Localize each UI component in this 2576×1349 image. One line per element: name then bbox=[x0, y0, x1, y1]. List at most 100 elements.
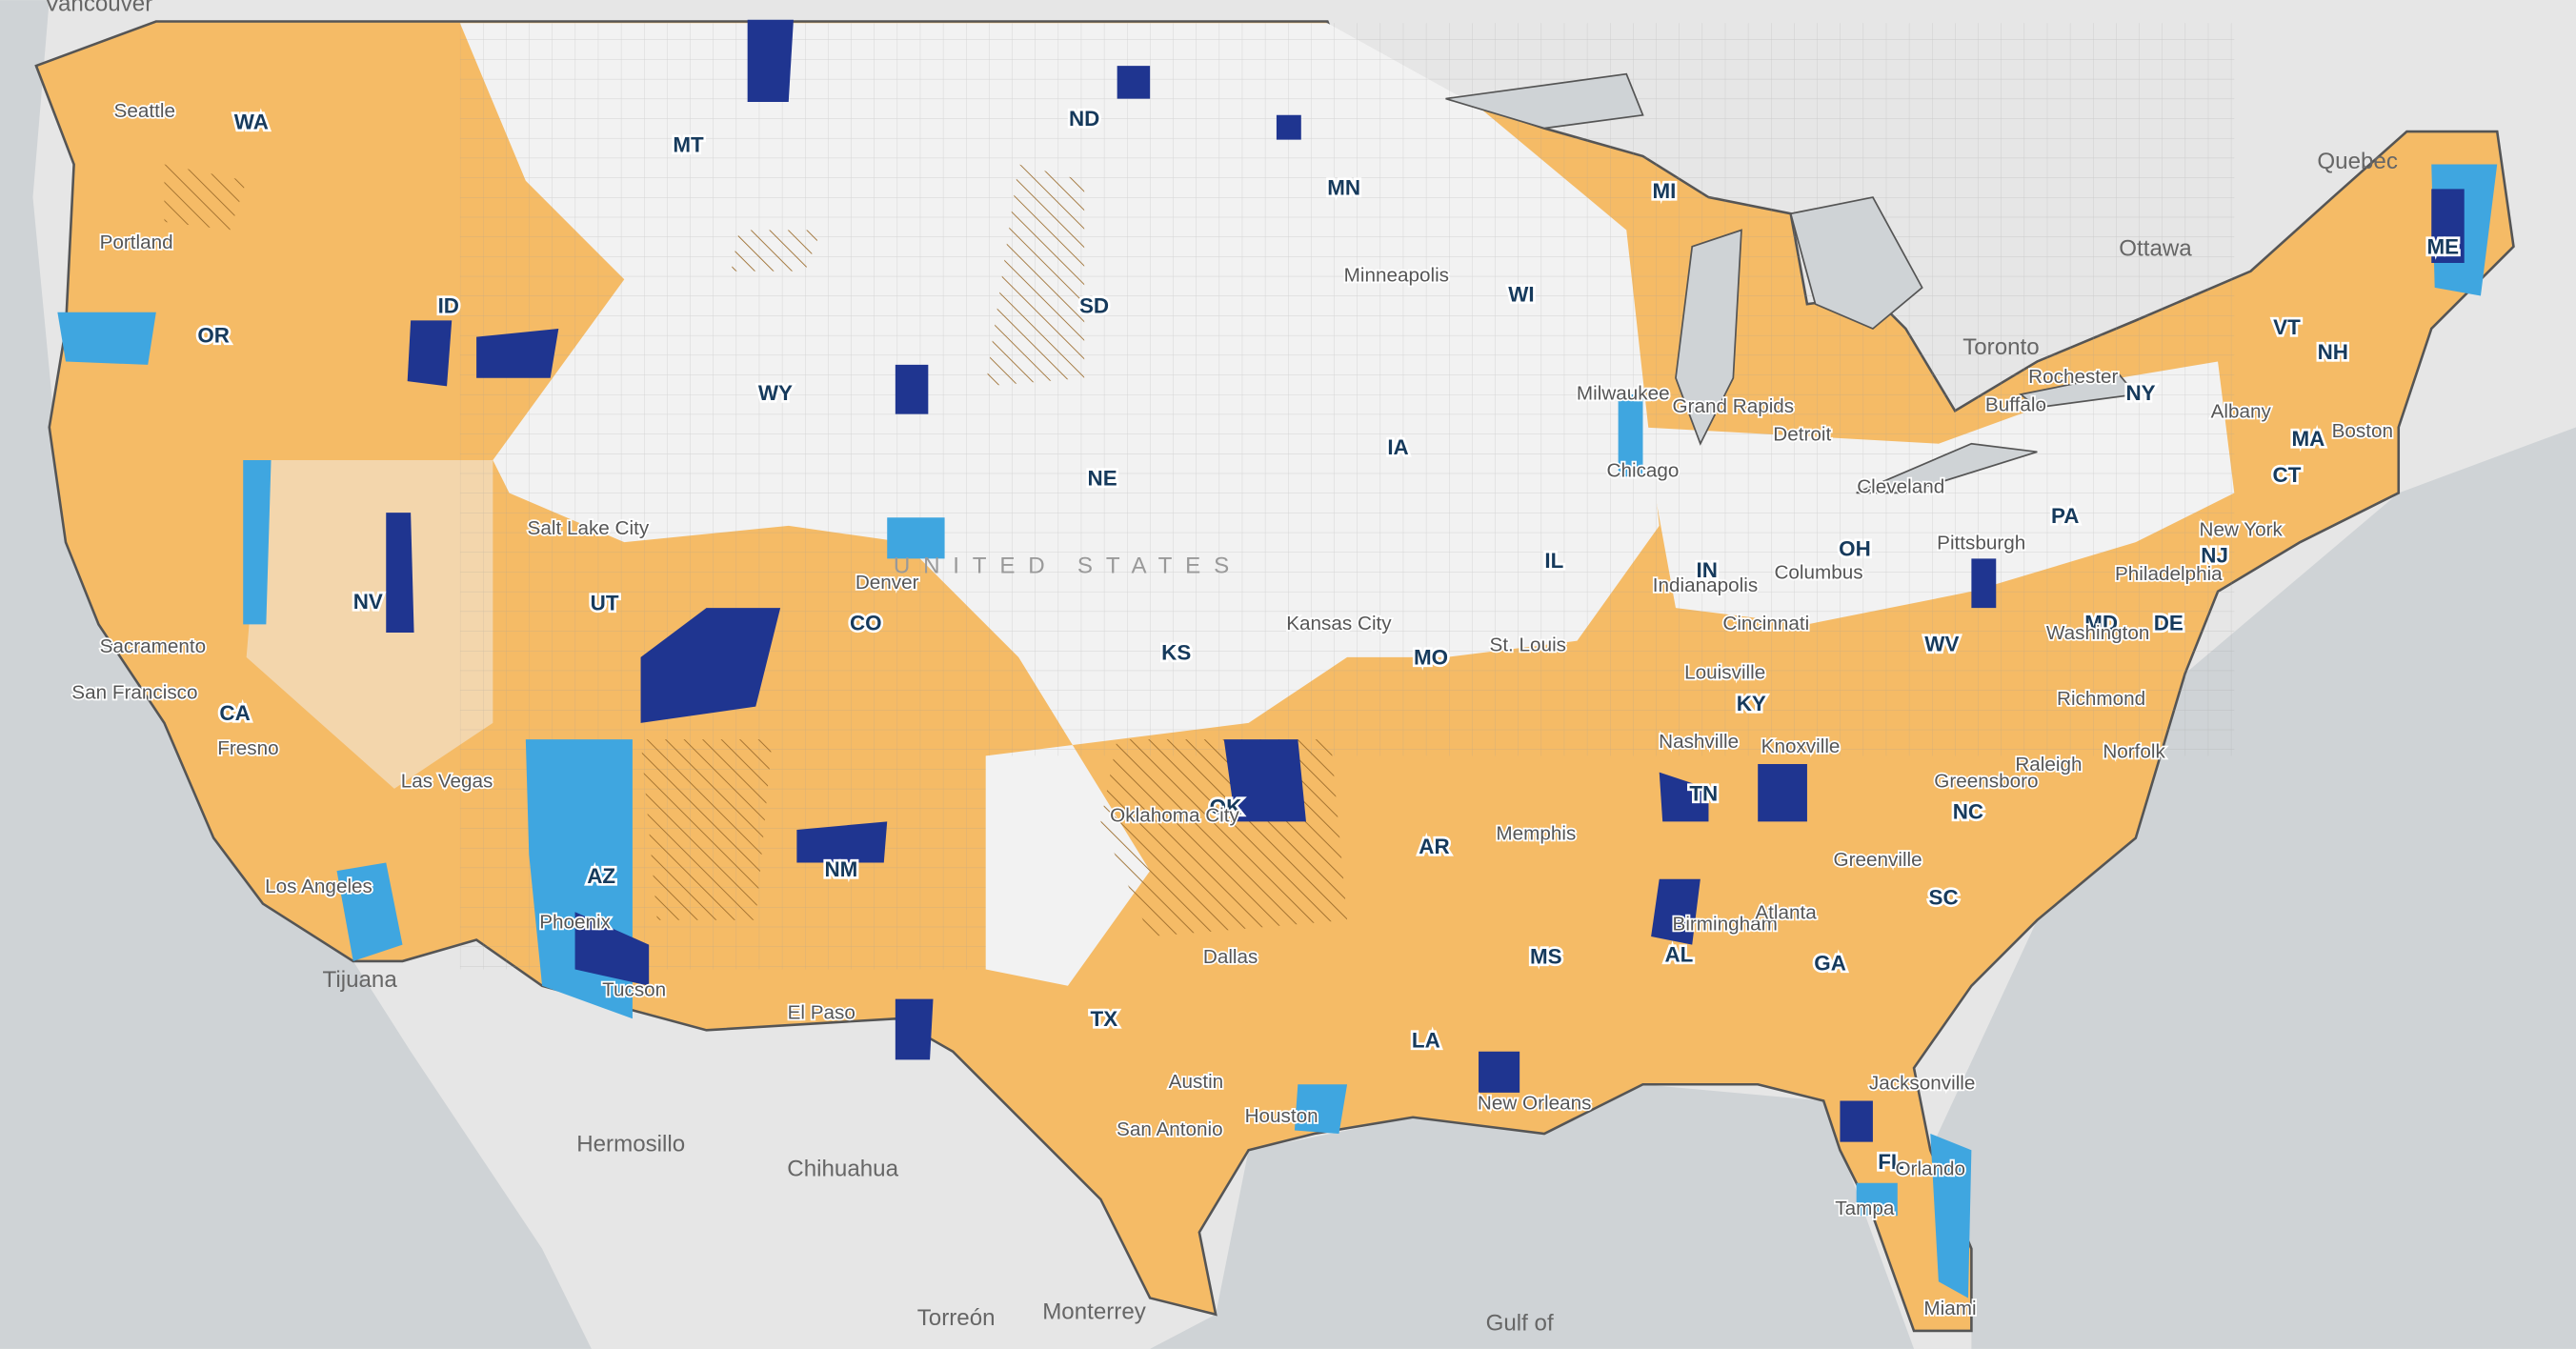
city-label: New Orleans bbox=[1478, 1092, 1592, 1114]
state-label: CO bbox=[850, 611, 882, 634]
state-label: KS bbox=[1161, 640, 1191, 664]
city-label: Oklahoma City bbox=[1110, 805, 1239, 827]
state-label: NY bbox=[2125, 381, 2155, 405]
city-label: Greenville bbox=[1834, 849, 1922, 871]
state-label: OR bbox=[197, 324, 230, 348]
place-label: Chihuahua bbox=[787, 1156, 898, 1181]
place-label: Toronto bbox=[1962, 334, 2039, 360]
place-label: Vancouver bbox=[45, 0, 153, 17]
city-label: Minneapolis bbox=[1344, 264, 1449, 286]
city-label: Miami bbox=[1923, 1298, 1976, 1319]
city-label: Pittsburgh bbox=[1937, 532, 2025, 554]
city-label: Richmond bbox=[2057, 688, 2145, 710]
city-label: Norfolk bbox=[2103, 740, 2165, 762]
city-label: Raleigh bbox=[2015, 754, 2082, 775]
place-label: Quebec bbox=[2317, 149, 2398, 174]
city-label: Jacksonville bbox=[1869, 1073, 1976, 1095]
state-label: SD bbox=[1079, 293, 1109, 317]
city-label: Milwaukee bbox=[1577, 382, 1670, 404]
city-label: Houston bbox=[1245, 1105, 1318, 1127]
state-label: IL bbox=[1544, 549, 1563, 573]
city-label: San Francisco bbox=[71, 681, 197, 703]
state-label: MT bbox=[673, 132, 704, 156]
city-label: Orlando bbox=[1895, 1158, 1965, 1179]
city-label: Albany bbox=[2211, 400, 2272, 422]
state-label: UT bbox=[591, 592, 619, 615]
city-label: Memphis bbox=[1496, 823, 1576, 845]
city-label: Grand Rapids bbox=[1673, 395, 1795, 417]
state-label: OK bbox=[1210, 795, 1242, 818]
state-label: ID bbox=[438, 293, 459, 317]
place-label: Hermosillo bbox=[576, 1131, 685, 1157]
dark-blue-areas bbox=[386, 19, 2465, 1142]
city-label: Indianapolis bbox=[1653, 574, 1758, 596]
state-label: IN bbox=[1697, 558, 1718, 582]
state-label: WA bbox=[234, 110, 269, 133]
great-lakes bbox=[1445, 72, 2138, 494]
city-label: Sacramento bbox=[100, 635, 207, 657]
city-label: Columbus bbox=[1774, 561, 1862, 583]
state-label: NJ bbox=[2201, 544, 2228, 568]
atlantic-ocean bbox=[1930, 427, 2576, 1349]
state-label: DE bbox=[2154, 611, 2184, 634]
county-lines bbox=[459, 23, 2235, 970]
unserved-region bbox=[246, 459, 493, 789]
city-label: Salt Lake City bbox=[528, 517, 650, 539]
city-label: Las Vegas bbox=[401, 770, 493, 792]
city-label: Buffalo bbox=[1985, 394, 2046, 416]
city-label: Rochester bbox=[2028, 366, 2118, 388]
state-label: CT bbox=[2273, 463, 2302, 487]
state-label: MO bbox=[1414, 646, 1448, 670]
city-label: Detroit bbox=[1773, 424, 1831, 446]
state-label: MD bbox=[2084, 611, 2118, 634]
state-label: KY bbox=[1737, 692, 1766, 715]
city-label: Chicago bbox=[1607, 459, 1680, 481]
state-label: SC bbox=[1929, 885, 1959, 909]
state-label: WV bbox=[1924, 633, 1959, 656]
city-label: Tampa bbox=[1835, 1198, 1895, 1219]
state-label: MI bbox=[1652, 179, 1676, 203]
state-label: GA bbox=[1814, 951, 1846, 975]
state-label: NH bbox=[2318, 340, 2348, 364]
state-label: WI bbox=[1508, 282, 1534, 306]
city-label: Nashville bbox=[1659, 731, 1739, 753]
state-label: ME bbox=[2427, 234, 2460, 258]
state-label: IA bbox=[1387, 435, 1408, 459]
state-label: VT bbox=[2273, 315, 2301, 339]
state-label: FL bbox=[1878, 1150, 1903, 1174]
state-label: NE bbox=[1088, 467, 1117, 491]
state-label: AZ bbox=[587, 864, 615, 888]
state-label: TN bbox=[1689, 782, 1718, 806]
city-label: Washington bbox=[2046, 622, 2149, 644]
city-label: Austin bbox=[1169, 1071, 1224, 1093]
city-label: Phoenix bbox=[539, 912, 611, 934]
state-label: AL bbox=[1664, 943, 1693, 967]
state-label: TX bbox=[1091, 1007, 1118, 1031]
state-label: OH bbox=[1839, 537, 1871, 561]
city-label: Louisville bbox=[1684, 662, 1765, 684]
place-label: Gulf of bbox=[1486, 1310, 1554, 1336]
state-label: WY bbox=[758, 381, 793, 405]
state-label: NM bbox=[825, 857, 858, 881]
city-label: Boston bbox=[2332, 420, 2393, 442]
city-label: Greensboro bbox=[1934, 770, 2038, 792]
city-label: Birmingham bbox=[1673, 913, 1778, 935]
state-label: ND bbox=[1069, 107, 1099, 131]
city-label: Cincinnati bbox=[1722, 613, 1809, 634]
city-label: New York bbox=[2200, 519, 2284, 541]
city-label: Cleveland bbox=[1857, 476, 1944, 498]
city-label: Seattle bbox=[114, 100, 175, 122]
state-label: AR bbox=[1419, 835, 1449, 858]
city-label: Dallas bbox=[1203, 946, 1258, 968]
state-label: NV bbox=[353, 590, 383, 614]
city-label: Atlanta bbox=[1755, 901, 1817, 923]
state-label: LA bbox=[1412, 1028, 1440, 1052]
place-label: Tijuana bbox=[323, 967, 398, 993]
city-label: Knoxville bbox=[1761, 735, 1841, 757]
city-label: Philadelphia bbox=[2115, 563, 2223, 585]
state-label: CA bbox=[219, 701, 250, 725]
place-label: Torreón bbox=[917, 1305, 996, 1331]
city-label: Tucson bbox=[602, 978, 666, 1000]
